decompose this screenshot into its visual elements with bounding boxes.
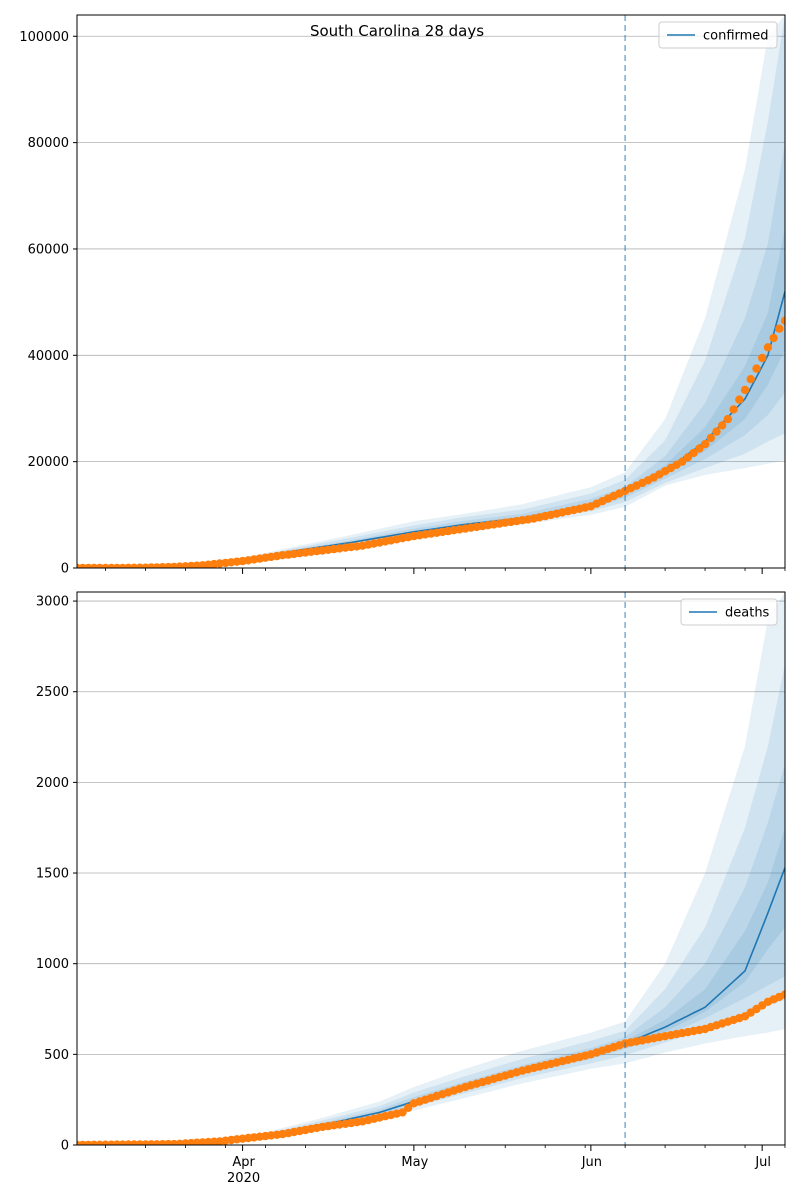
observed-point: [729, 405, 738, 414]
observed-points: [77, 316, 785, 568]
confirmed-panel: 0 20000 40000 60000 80000 100000 confirmed: [19, 14, 786, 577]
y-tick-label: 1000: [36, 957, 69, 972]
observed-point: [769, 333, 778, 343]
y-tick-label: 100000: [19, 30, 69, 45]
observed-point: [740, 385, 750, 395]
observed-point: [758, 353, 767, 363]
y-tick-label: 500: [44, 1048, 69, 1063]
x-tick-label: Apr: [232, 1155, 255, 1170]
axes-frame: [76, 14, 786, 569]
uncertainty-band-1: [77, 592, 785, 1145]
uncertainty-band-1: [77, 15, 785, 568]
observed-point: [398, 1108, 407, 1117]
observed-point: [706, 433, 715, 443]
legend-label: confirmed: [703, 29, 769, 44]
observed-point: [723, 414, 733, 424]
plot-area: [77, 592, 785, 1145]
chart-title: South Carolina 28 days: [310, 22, 484, 40]
legend-label: deaths: [725, 606, 770, 621]
observed-point: [718, 421, 727, 430]
observed-point: [689, 448, 698, 458]
observed-point: [735, 395, 744, 404]
y-tick-label: 20000: [28, 455, 69, 470]
x-tick-label: Jun: [581, 1155, 602, 1170]
legend: deaths: [680, 598, 778, 626]
legend-box: [658, 21, 778, 49]
observed-point: [775, 324, 784, 333]
observed-point: [712, 427, 721, 436]
x-tick-label: May: [401, 1155, 428, 1170]
y-tick-label: 40000: [28, 349, 69, 364]
legend: confirmed: [658, 21, 778, 49]
observed-point: [752, 364, 761, 373]
axes-frame: [76, 591, 786, 1146]
observed-point: [678, 457, 687, 466]
observed-point: [404, 1103, 413, 1113]
y-tick-label: 2500: [36, 685, 69, 700]
y-tick-label: 1500: [36, 867, 69, 882]
observed-point: [700, 439, 710, 449]
y-tick-label: 3000: [36, 595, 69, 610]
y-tick-label: 80000: [28, 136, 69, 151]
y-tick-label: 60000: [28, 242, 69, 257]
uncertainty-band-2: [77, 664, 785, 1145]
x-tick-year-label: 2020: [227, 1171, 260, 1186]
y-tick-label: 2000: [36, 776, 69, 791]
observed-point: [763, 343, 773, 352]
observed-point: [780, 990, 785, 999]
y-tick-label: 0: [61, 1139, 69, 1154]
x-tick-label: Jul: [754, 1155, 771, 1170]
observed-point: [780, 316, 785, 325]
y-tick-label: 0: [61, 562, 69, 577]
plot-area: [77, 15, 785, 568]
observed-points: [77, 990, 785, 1145]
legend-box: [680, 598, 778, 626]
uncertainty-band-2: [77, 15, 785, 568]
observed-point: [695, 444, 704, 453]
observed-point: [683, 453, 693, 462]
observed-point: [746, 375, 755, 384]
